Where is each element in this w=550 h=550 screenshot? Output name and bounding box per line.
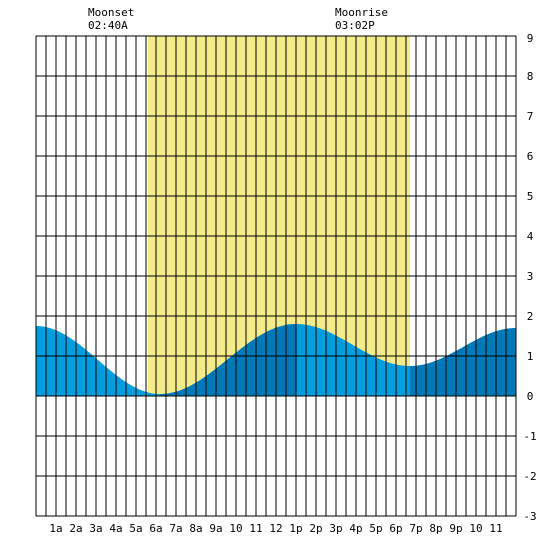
x-tick-label: 2a: [69, 522, 82, 535]
y-tick-label: 6: [527, 150, 534, 163]
x-tick-label: 10: [229, 522, 242, 535]
tide-segment-rising: [160, 324, 296, 396]
moonset-label: Moonset: [88, 6, 134, 19]
y-tick-label: 4: [527, 230, 534, 243]
y-tick-label: 8: [527, 70, 534, 83]
y-tick-label: 1: [527, 350, 534, 363]
y-tick-label: 9: [527, 32, 534, 45]
x-tick-label: 8a: [189, 522, 202, 535]
y-tick-label: -1: [523, 430, 536, 443]
moonset-time: 02:40A: [88, 19, 128, 32]
y-tick-label: 5: [527, 190, 534, 203]
x-tick-label: 6p: [389, 522, 402, 535]
x-tick-label: 1a: [49, 522, 62, 535]
x-tick-label: 7p: [409, 522, 422, 535]
y-tick-label: 7: [527, 110, 534, 123]
moonrise-time: 03:02P: [335, 19, 375, 32]
x-tick-label: 1p: [289, 522, 302, 535]
x-tick-label: 3a: [89, 522, 102, 535]
x-tick-label: 9p: [449, 522, 462, 535]
moonrise-label: Moonrise: [335, 6, 388, 19]
x-tick-label: 12: [269, 522, 282, 535]
x-tick-label: 6a: [149, 522, 162, 535]
tide-segment-falling: [296, 324, 410, 396]
x-tick-label: 8p: [429, 522, 442, 535]
x-tick-label: 10: [469, 522, 482, 535]
y-tick-label: -2: [523, 470, 536, 483]
x-tick-label: 2p: [309, 522, 322, 535]
x-tick-label: 7a: [169, 522, 182, 535]
x-tick-label: 11: [489, 522, 502, 535]
x-tick-label: 5a: [129, 522, 142, 535]
x-tick-label: 4p: [349, 522, 362, 535]
x-tick-label: 3p: [329, 522, 342, 535]
y-tick-label: 3: [527, 270, 534, 283]
y-tick-label: 0: [527, 390, 534, 403]
y-tick-label: 2: [527, 310, 534, 323]
y-tick-label: -3: [523, 510, 536, 523]
x-tick-label: 5p: [369, 522, 382, 535]
x-tick-label: 9a: [209, 522, 222, 535]
x-tick-label: 11: [249, 522, 262, 535]
tide-segment-falling: [36, 326, 160, 396]
x-tick-label: 4a: [109, 522, 122, 535]
